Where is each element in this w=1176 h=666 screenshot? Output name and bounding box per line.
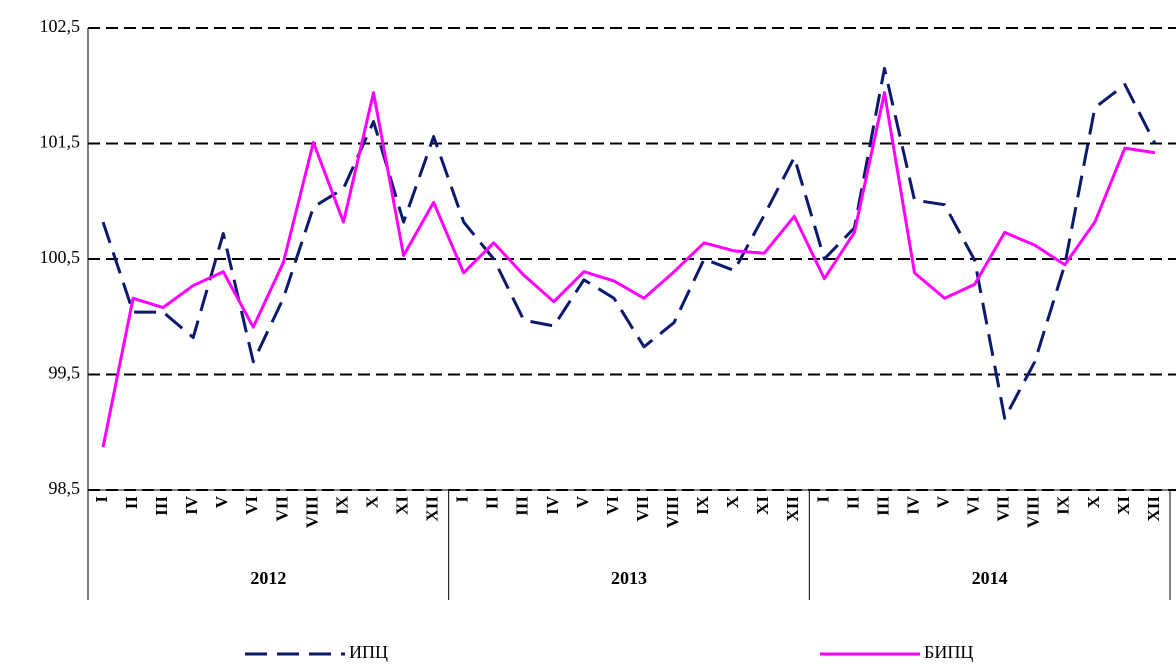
x-tick-label: III <box>152 496 171 516</box>
x-tick-label: II <box>122 496 141 510</box>
x-tick-label: XII <box>423 496 442 522</box>
x-tick-label: IX <box>1054 495 1073 515</box>
x-tick-label: X <box>362 495 381 508</box>
x-tick-label: VI <box>603 496 622 515</box>
x-tick-label: IX <box>332 495 351 515</box>
x-tick-label: VI <box>964 496 983 515</box>
x-tick-label: VIII <box>663 496 682 529</box>
y-tick-label: 101,5 <box>40 132 81 152</box>
x-tick-label: VII <box>272 496 291 522</box>
x-tick-label: VII <box>633 496 652 522</box>
x-tick-label: VIII <box>302 496 321 529</box>
x-tick-label: XII <box>783 496 802 522</box>
x-tick-label: I <box>92 496 111 503</box>
x-tick-label: IV <box>903 495 922 515</box>
y-tick-label: 100,5 <box>40 247 81 267</box>
legend-label: БИПЦ <box>924 642 973 662</box>
x-tick-label: IX <box>693 495 712 515</box>
x-tick-label: XI <box>1114 496 1133 515</box>
x-tick-label: II <box>843 496 862 510</box>
x-tick-label: I <box>813 496 832 503</box>
y-tick-label: 99,5 <box>49 363 81 383</box>
x-tick-label: V <box>212 495 231 508</box>
x-tick-label: X <box>1084 495 1103 508</box>
y-tick-label: 98,5 <box>49 478 81 498</box>
x-tick-label: II <box>483 496 502 510</box>
legend-label: ИПЦ <box>349 642 388 662</box>
x-tick-label: VI <box>242 496 261 515</box>
group-label: 2013 <box>611 568 647 588</box>
x-tick-label: XII <box>1144 496 1163 522</box>
x-tick-label: III <box>873 496 892 516</box>
group-label: 2014 <box>972 568 1008 588</box>
x-tick-label: VII <box>994 496 1013 522</box>
series-line <box>101 66 1157 420</box>
x-tick-label: I <box>453 496 472 503</box>
y-tick-label: 102,5 <box>40 16 81 36</box>
x-tick-label: V <box>573 495 592 508</box>
x-tick-label: III <box>513 496 532 516</box>
x-tick-label: VIII <box>1024 496 1043 529</box>
series-line <box>101 91 1156 448</box>
x-tick-label: XI <box>392 496 411 515</box>
x-tick-label: XI <box>753 496 772 515</box>
x-tick-label: X <box>723 495 742 508</box>
x-tick-label: IV <box>543 495 562 515</box>
group-label: 2012 <box>250 568 286 588</box>
x-tick-label: V <box>933 495 952 508</box>
x-tick-label: IV <box>182 495 201 515</box>
